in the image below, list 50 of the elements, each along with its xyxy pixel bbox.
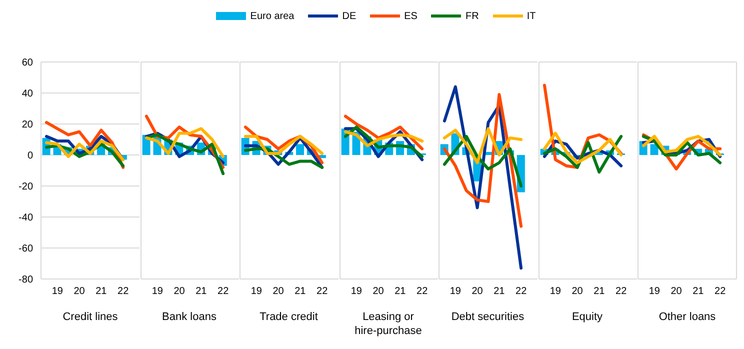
- x-tick-label: 19: [250, 286, 262, 298]
- x-axis-title: Trade credit: [258, 310, 319, 324]
- x-tick-label: 20: [571, 286, 583, 298]
- x-tick-label: 19: [350, 286, 362, 298]
- y-tick-label: -80: [18, 274, 34, 286]
- x-tick-label: 22: [416, 286, 428, 298]
- x-tick-label: 20: [272, 286, 284, 298]
- bar: [296, 144, 304, 155]
- x-tick-label: 22: [516, 286, 528, 298]
- legend-label: DE: [342, 10, 356, 22]
- x-tick-label: 22: [714, 286, 726, 298]
- x-axis-title: Credit lines: [62, 310, 119, 324]
- x-tick-label: 20: [472, 286, 484, 298]
- x-tick-label: 21: [294, 286, 306, 298]
- x-tick-label: 21: [96, 286, 108, 298]
- y-tick-label: -60: [18, 244, 34, 255]
- x-tick-label: 22: [316, 286, 328, 298]
- x-tick-label: 19: [648, 286, 660, 298]
- x-tick-label: 20: [372, 286, 384, 298]
- x-axis-title: Other loans: [658, 310, 717, 324]
- x-axis-title: Debt securities: [450, 310, 526, 324]
- y-tick-label: 60: [22, 58, 34, 69]
- x-axis-title: Leasing or hire-purchase: [354, 310, 423, 338]
- x-tick-label: 21: [494, 286, 506, 298]
- x-tick-label: 19: [450, 286, 462, 298]
- x-tick-label: 20: [173, 286, 185, 298]
- x-tick-label: 22: [217, 286, 229, 298]
- x-tick-label: 19: [549, 286, 561, 298]
- y-tick-label: -20: [18, 182, 34, 193]
- x-tick-label: 19: [151, 286, 163, 298]
- y-tick-label: 20: [22, 120, 34, 131]
- x-tick-label: 20: [74, 286, 86, 298]
- y-tick-label: 40: [22, 88, 34, 100]
- legend-label: ES: [404, 10, 418, 22]
- x-tick-label: 20: [670, 286, 682, 298]
- x-tick-label: 21: [394, 286, 406, 298]
- legend-label: Euro area: [250, 10, 294, 22]
- y-tick-label: -40: [18, 212, 34, 224]
- y-tick-label: 0: [27, 150, 34, 162]
- x-tick-label: 22: [615, 286, 627, 298]
- legend-label: FR: [465, 10, 479, 22]
- x-tick-label: 21: [593, 286, 605, 298]
- legend-label: IT: [526, 10, 536, 22]
- x-tick-label: 22: [118, 286, 130, 298]
- x-axis-title: Equity: [570, 310, 604, 324]
- x-axis-title: Bank loans: [161, 310, 218, 324]
- x-tick-label: 21: [692, 286, 704, 298]
- x-tick-label: 19: [52, 286, 64, 298]
- bar: [650, 144, 658, 155]
- x-tick-label: 21: [195, 286, 207, 298]
